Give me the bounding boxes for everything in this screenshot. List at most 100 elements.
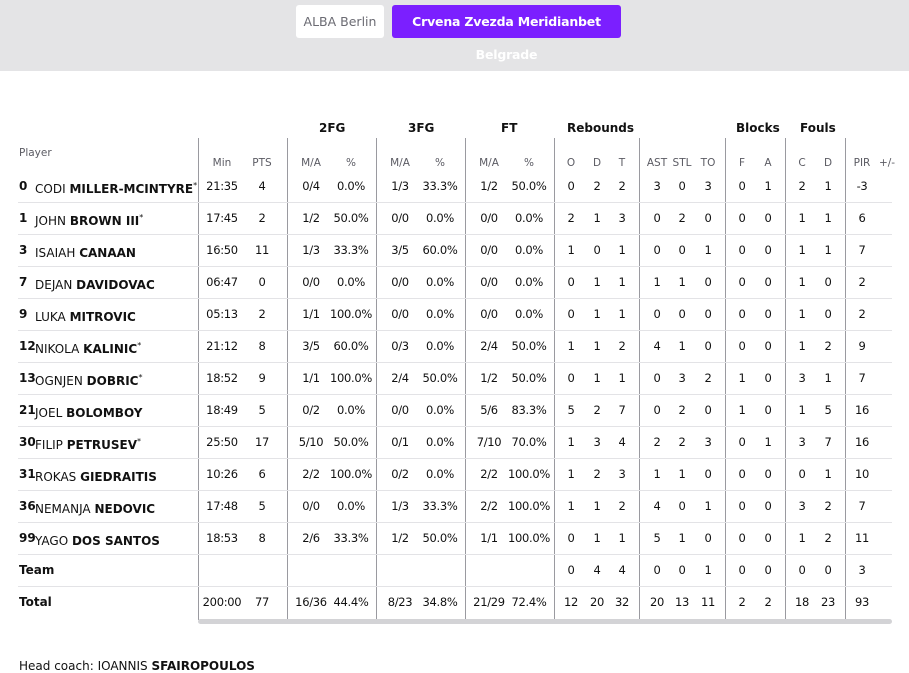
team-tab-crvena-zvezda[interactable]: Crvena Zvezda Meridianbet Belgrade — [392, 5, 621, 62]
stat-ft-pct: 100.0% — [507, 499, 551, 513]
player-name-link[interactable]: JOHN BROWN III* — [35, 202, 143, 234]
stat-ft-pct: 72.4% — [511, 595, 547, 609]
player-name-link[interactable]: CODI MILLER-MCINTYRE* — [35, 170, 197, 202]
stat-pir: 2 — [858, 307, 866, 321]
stat-fg2-pct: 50.0% — [333, 435, 369, 449]
stat-ft-ma: 2/4 — [480, 339, 498, 353]
stat-pm — [864, 202, 909, 234]
player-name-link[interactable]: JOEL BOLOMBOY — [35, 394, 142, 426]
stat-fg3-pct: 33.3% — [422, 499, 458, 513]
player-last-name: PETRUSEV — [66, 438, 138, 452]
player-name-link[interactable]: NEMANJA NEDOVIC — [35, 490, 155, 522]
stat-stl: 1 — [678, 275, 686, 289]
stat-d: 1 — [593, 371, 601, 385]
player-name-link[interactable]: YAGO DOS SANTOS — [35, 522, 160, 554]
stat-ba: 0 — [764, 371, 772, 385]
stat-fg2-pct: 0.0% — [336, 179, 366, 193]
stat-t: 2 — [618, 499, 626, 513]
row-divider — [18, 202, 892, 203]
stat-stl: 0 — [678, 243, 686, 257]
stat-fg3-ma: 0/0 — [391, 275, 409, 289]
player-number: 12 — [19, 339, 36, 353]
stat-fd: 1 — [824, 179, 832, 193]
player-name-link[interactable]: FILIP PETRUSEV* — [35, 426, 141, 458]
stat-fc: 1 — [798, 307, 806, 321]
stat-pir: 7 — [858, 499, 866, 513]
stat-d: 1 — [593, 307, 601, 321]
column-divider — [725, 138, 726, 620]
stat-ft-ma: 1/2 — [480, 371, 498, 385]
stat-to: 1 — [704, 563, 712, 577]
stat-min: 18:53 — [206, 531, 238, 545]
stat-to: 0 — [704, 403, 712, 417]
player-first-name: JOHN — [35, 214, 66, 228]
player-row: 99 YAGO DOS SANTOS 18:53 8 2/6 33.3% 1/2 50.0% 1… — [0, 522, 909, 554]
player-name-link[interactable]: ISAIAH CANAAN — [35, 234, 136, 266]
player-last-name: DOBRIC — [86, 374, 139, 388]
stat-ast: 3 — [653, 179, 661, 193]
horizontal-scrollbar[interactable] — [198, 619, 892, 624]
stat-fc: 1 — [798, 339, 806, 353]
stat-ba: 1 — [764, 179, 772, 193]
stat-ast: 4 — [653, 339, 661, 353]
starter-marker: * — [193, 181, 198, 190]
stat-fg3-ma: 1/2 — [391, 531, 409, 545]
stat-d: 2 — [593, 467, 601, 481]
player-number: 30 — [19, 435, 36, 449]
stat-fd: 0 — [824, 563, 832, 577]
stat-pm — [864, 330, 909, 362]
stat-pts: 8 — [258, 531, 266, 545]
column-header-fc: C — [798, 157, 806, 169]
stat-d: 1 — [593, 339, 601, 353]
stat-fg2-ma: 3/5 — [302, 339, 320, 353]
stat-bf: 0 — [738, 339, 746, 353]
stat-ast: 20 — [649, 595, 665, 609]
stat-ba: 0 — [764, 275, 772, 289]
player-last-name: DAVIDOVAC — [76, 278, 155, 292]
head-coach-first-name: IOANNIS — [97, 659, 148, 673]
stat-fg2-ma: 5/10 — [298, 435, 324, 449]
stat-fc: 1 — [798, 531, 806, 545]
stat-fc: 3 — [798, 435, 806, 449]
stat-pts: 6 — [258, 467, 266, 481]
stat-pts: 11 — [254, 243, 270, 257]
player-name-link[interactable]: NIKOLA KALINIC* — [35, 330, 141, 362]
stat-fd: 2 — [824, 339, 832, 353]
stat-fg3-pct: 0.0% — [425, 339, 455, 353]
stat-fg2-pct: 100.0% — [329, 371, 373, 385]
stat-fg3-ma: 0/0 — [391, 307, 409, 321]
group-header-2fg: 2FG — [319, 121, 346, 135]
stat-stl: 0 — [678, 307, 686, 321]
stat-fc: 2 — [798, 179, 806, 193]
stat-t: 1 — [618, 275, 626, 289]
column-header-player: Player — [19, 147, 52, 159]
stat-t: 3 — [618, 467, 626, 481]
row-divider — [18, 298, 892, 299]
stat-fg2-ma: 1/2 — [302, 211, 320, 225]
team-tab-alba-berlin[interactable]: ALBA Berlin — [296, 5, 384, 38]
stat-min: 17:45 — [206, 211, 238, 225]
player-last-name: CANAAN — [79, 246, 136, 260]
stat-pm — [864, 170, 909, 202]
player-last-name: BROWN III — [69, 214, 140, 228]
stat-ft-ma: 21/29 — [473, 595, 505, 609]
row-divider — [18, 586, 892, 587]
player-name-link[interactable]: OGNJEN DOBRIC* — [35, 362, 142, 394]
stat-t: 4 — [618, 563, 626, 577]
player-name-link[interactable]: LUKA MITROVIC — [35, 298, 136, 330]
player-name-link[interactable]: DEJAN DAVIDOVAC — [35, 266, 155, 298]
player-name-link[interactable]: ROKAS GIEDRAITIS — [35, 458, 157, 490]
row-divider — [18, 394, 892, 395]
stat-pir: -3 — [856, 179, 868, 193]
player-last-name: DOS SANTOS — [71, 534, 160, 548]
stat-ast: 0 — [653, 403, 661, 417]
stat-o: 0 — [567, 179, 575, 193]
stat-fc: 3 — [798, 371, 806, 385]
stat-ft-pct: 0.0% — [514, 211, 544, 225]
stat-ft-ma: 0/0 — [480, 211, 498, 225]
stat-fg2-pct: 60.0% — [333, 339, 369, 353]
stat-ft-ma: 1/2 — [480, 179, 498, 193]
row-divider — [18, 458, 892, 459]
stat-pts: 77 — [254, 595, 270, 609]
team-row: Team 0 4 4 0 0 1 0 0 0 0 3 — [0, 554, 909, 586]
